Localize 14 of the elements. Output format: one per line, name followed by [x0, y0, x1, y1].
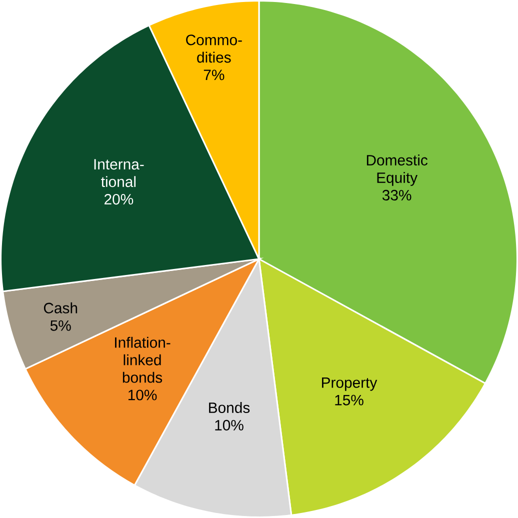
slice-label: Property [322, 377, 378, 391]
slice-label: Inflation-linked bonds [115, 336, 170, 383]
slice-label: Cash [44, 302, 78, 314]
slice-label: Interna-tional [94, 159, 144, 188]
data-label: 20% [104, 194, 134, 205]
slice-label: Commo-dities [186, 34, 242, 63]
data-label: 7% [204, 70, 224, 80]
data-label: 5% [50, 320, 71, 331]
data-label: 10% [128, 390, 157, 400]
data-label: 15% [335, 394, 364, 406]
slice-label: Bonds [209, 402, 250, 413]
data-label: 10% [215, 420, 244, 430]
slice-label: Domestic Equity [366, 154, 428, 186]
data-label: 33% [382, 190, 412, 200]
